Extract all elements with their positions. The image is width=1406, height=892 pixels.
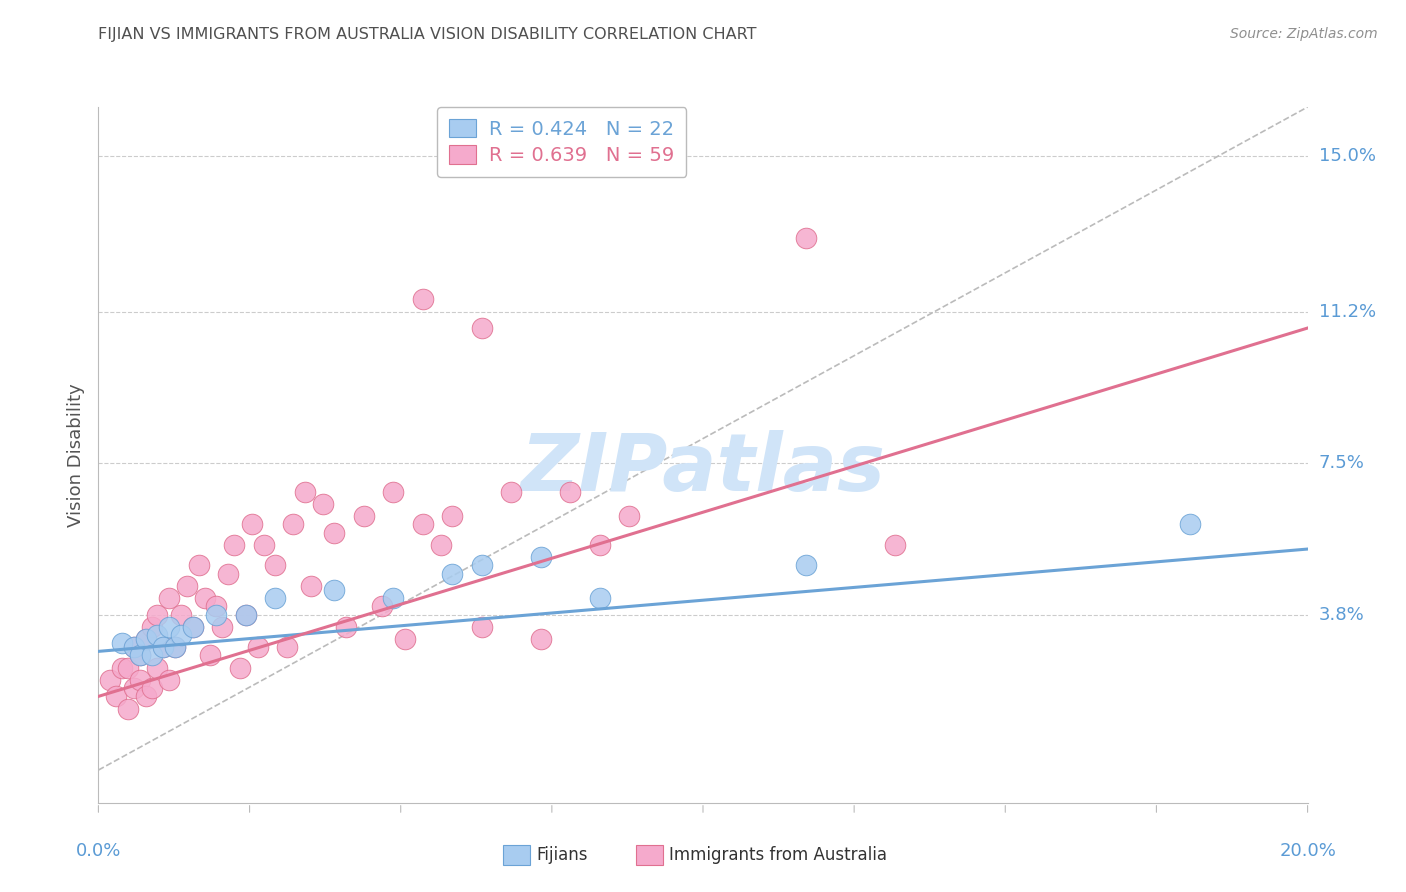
Point: [235, 607, 257, 622]
Point: [146, 607, 169, 622]
Point: [441, 566, 464, 581]
Point: [311, 497, 333, 511]
Point: [619, 509, 641, 524]
Point: [200, 648, 222, 663]
Point: [128, 673, 150, 687]
Text: 11.2%: 11.2%: [1319, 302, 1376, 321]
Point: [141, 648, 163, 663]
Point: [323, 582, 346, 597]
Point: [530, 550, 553, 565]
Point: [194, 591, 217, 606]
Point: [117, 661, 139, 675]
Point: [170, 628, 193, 642]
FancyBboxPatch shape: [503, 845, 530, 865]
Point: [111, 636, 134, 650]
Point: [794, 231, 817, 245]
Point: [165, 640, 187, 655]
Point: [105, 690, 128, 704]
Point: [205, 607, 228, 622]
Point: [141, 681, 163, 696]
Point: [141, 620, 163, 634]
Point: [299, 579, 322, 593]
Point: [441, 509, 464, 524]
Point: [335, 620, 357, 634]
Point: [246, 640, 269, 655]
Point: [429, 538, 451, 552]
Legend: R = 0.424   N = 22, R = 0.639   N = 59: R = 0.424 N = 22, R = 0.639 N = 59: [437, 107, 686, 178]
Point: [264, 591, 287, 606]
Text: Fijians: Fijians: [536, 846, 588, 864]
Point: [323, 525, 346, 540]
Point: [135, 632, 157, 646]
Point: [181, 620, 204, 634]
Point: [883, 538, 905, 552]
Point: [294, 484, 316, 499]
Point: [382, 484, 405, 499]
Point: [157, 620, 180, 634]
Point: [135, 690, 157, 704]
Point: [165, 640, 187, 655]
Point: [412, 293, 434, 307]
Point: [471, 620, 494, 634]
Point: [229, 661, 252, 675]
Point: [217, 566, 239, 581]
Text: 7.5%: 7.5%: [1319, 454, 1365, 472]
Point: [122, 640, 145, 655]
Point: [146, 628, 169, 642]
Text: Source: ZipAtlas.com: Source: ZipAtlas.com: [1230, 27, 1378, 41]
Point: [128, 648, 150, 663]
Point: [157, 673, 180, 687]
Point: [412, 517, 434, 532]
Point: [205, 599, 228, 614]
Point: [530, 632, 553, 646]
Point: [382, 591, 405, 606]
Point: [589, 538, 612, 552]
Point: [122, 640, 145, 655]
Text: FIJIAN VS IMMIGRANTS FROM AUSTRALIA VISION DISABILITY CORRELATION CHART: FIJIAN VS IMMIGRANTS FROM AUSTRALIA VISI…: [98, 27, 756, 42]
Point: [187, 558, 209, 573]
Point: [794, 558, 817, 573]
Point: [152, 640, 174, 655]
Text: 15.0%: 15.0%: [1319, 147, 1375, 165]
Point: [211, 620, 233, 634]
Point: [181, 620, 204, 634]
Point: [501, 484, 523, 499]
Point: [252, 538, 274, 552]
Y-axis label: Vision Disability: Vision Disability: [66, 383, 84, 527]
Point: [157, 591, 180, 606]
Point: [222, 538, 245, 552]
Text: ZIPatlas: ZIPatlas: [520, 430, 886, 508]
Point: [1178, 517, 1201, 532]
Point: [394, 632, 416, 646]
Text: 20.0%: 20.0%: [1279, 842, 1336, 860]
Text: 0.0%: 0.0%: [76, 842, 121, 860]
Point: [176, 579, 198, 593]
Point: [471, 321, 494, 335]
Point: [560, 484, 582, 499]
Point: [170, 607, 193, 622]
Point: [135, 632, 157, 646]
FancyBboxPatch shape: [637, 845, 664, 865]
Point: [264, 558, 287, 573]
Text: Immigrants from Australia: Immigrants from Australia: [669, 846, 887, 864]
Point: [589, 591, 612, 606]
Point: [122, 681, 145, 696]
Point: [98, 673, 121, 687]
Point: [128, 648, 150, 663]
Point: [152, 640, 174, 655]
Text: 3.8%: 3.8%: [1319, 606, 1364, 624]
Point: [117, 701, 139, 715]
Point: [281, 517, 304, 532]
Point: [111, 661, 134, 675]
Point: [240, 517, 263, 532]
Point: [370, 599, 392, 614]
Point: [146, 661, 169, 675]
Point: [235, 607, 257, 622]
Point: [353, 509, 375, 524]
Point: [471, 558, 494, 573]
Point: [276, 640, 298, 655]
